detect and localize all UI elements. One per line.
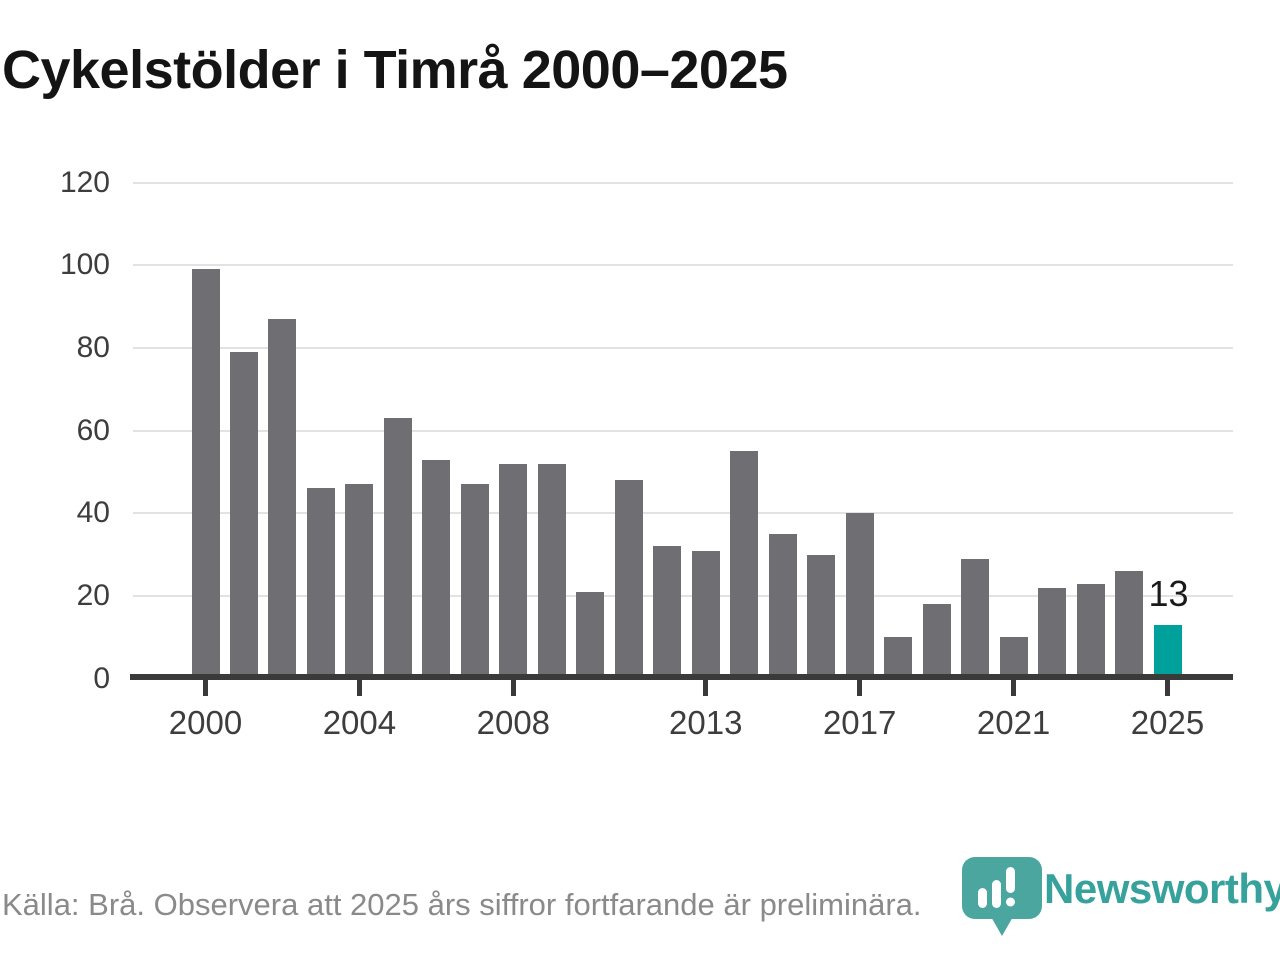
- x-axis-label-2025: 2025: [1130, 704, 1205, 741]
- y-axis-label-0: 0: [93, 661, 110, 695]
- source-note: Källa: Brå. Observera att 2025 års siffr…: [2, 887, 922, 922]
- bar-2010: [576, 591, 605, 679]
- bar-2017: [845, 513, 874, 679]
- x-axis-tick-2017: [857, 679, 863, 696]
- newsworthy-wordmark: Newsworthy: [1044, 865, 1280, 912]
- x-axis-tick-2025: [1165, 679, 1170, 696]
- bar-2019: [922, 604, 951, 679]
- bar-2005: [383, 418, 412, 679]
- bar-2018: [884, 637, 913, 679]
- x-axis-line: [130, 674, 1233, 680]
- x-axis-label-2008: 2008: [476, 704, 551, 741]
- gridline-120: [133, 181, 1233, 184]
- bar-2020: [961, 558, 990, 679]
- x-axis-label-2004: 2004: [322, 704, 397, 741]
- bar-2025: [1153, 624, 1182, 679]
- gridline-40: [133, 512, 1233, 515]
- bar-2014: [730, 451, 759, 679]
- bar-2012: [653, 546, 682, 679]
- bar-2007: [460, 484, 489, 679]
- newsworthy-logo: [962, 857, 1042, 942]
- gridline-20: [133, 595, 1233, 597]
- bar-2013: [691, 550, 720, 679]
- gridline-100: [133, 264, 1233, 267]
- bar-2021: [999, 637, 1028, 679]
- bar-2008: [499, 463, 528, 679]
- plot-area: 0 20 40 60 80 100 120 13 2000 2004 2008 2013 2017 202…: [59, 165, 1233, 741]
- bar-2000: [191, 269, 220, 679]
- x-axis-tick-2004: [356, 679, 362, 696]
- x-axis-tick-2008: [510, 679, 516, 696]
- x-axis-label-2017: 2017: [822, 704, 897, 741]
- bar-2022: [1038, 587, 1067, 679]
- bar-2003: [306, 488, 335, 679]
- x-axis-tick-2000: [203, 679, 208, 696]
- bar-2016: [807, 554, 836, 679]
- bar-2001: [229, 352, 258, 679]
- bar-2011: [614, 480, 643, 679]
- y-axis-label-40: 40: [76, 496, 110, 530]
- y-axis-label-80: 80: [76, 330, 110, 364]
- x-axis-label-2013: 2013: [669, 704, 743, 741]
- gridline-80: [133, 346, 1233, 349]
- y-axis-label-20: 20: [76, 579, 110, 612]
- bar-2006: [422, 459, 451, 679]
- x-axis-tick-2021: [1011, 679, 1017, 696]
- newsworthy-pin-icon: [962, 857, 1042, 936]
- y-axis-label-120: 120: [59, 165, 110, 199]
- highlight-value-label: 13: [1148, 573, 1189, 614]
- bar-2023: [1076, 583, 1105, 679]
- gridline-60: [133, 429, 1233, 432]
- bar-2002: [268, 318, 297, 679]
- bar-2004: [345, 484, 374, 679]
- x-axis-tick-2013: [703, 679, 709, 696]
- bar-2024: [1115, 571, 1144, 679]
- y-axis-label-100: 100: [59, 248, 110, 282]
- chart-title: Cykelstölder i Timrå 2000–2025: [2, 40, 788, 100]
- bar-2009: [537, 463, 566, 679]
- x-axis-label-2000: 2000: [168, 704, 243, 741]
- x-axis-label-2021: 2021: [976, 704, 1051, 741]
- y-axis-label-60: 60: [76, 413, 110, 447]
- bar-2015: [768, 533, 797, 679]
